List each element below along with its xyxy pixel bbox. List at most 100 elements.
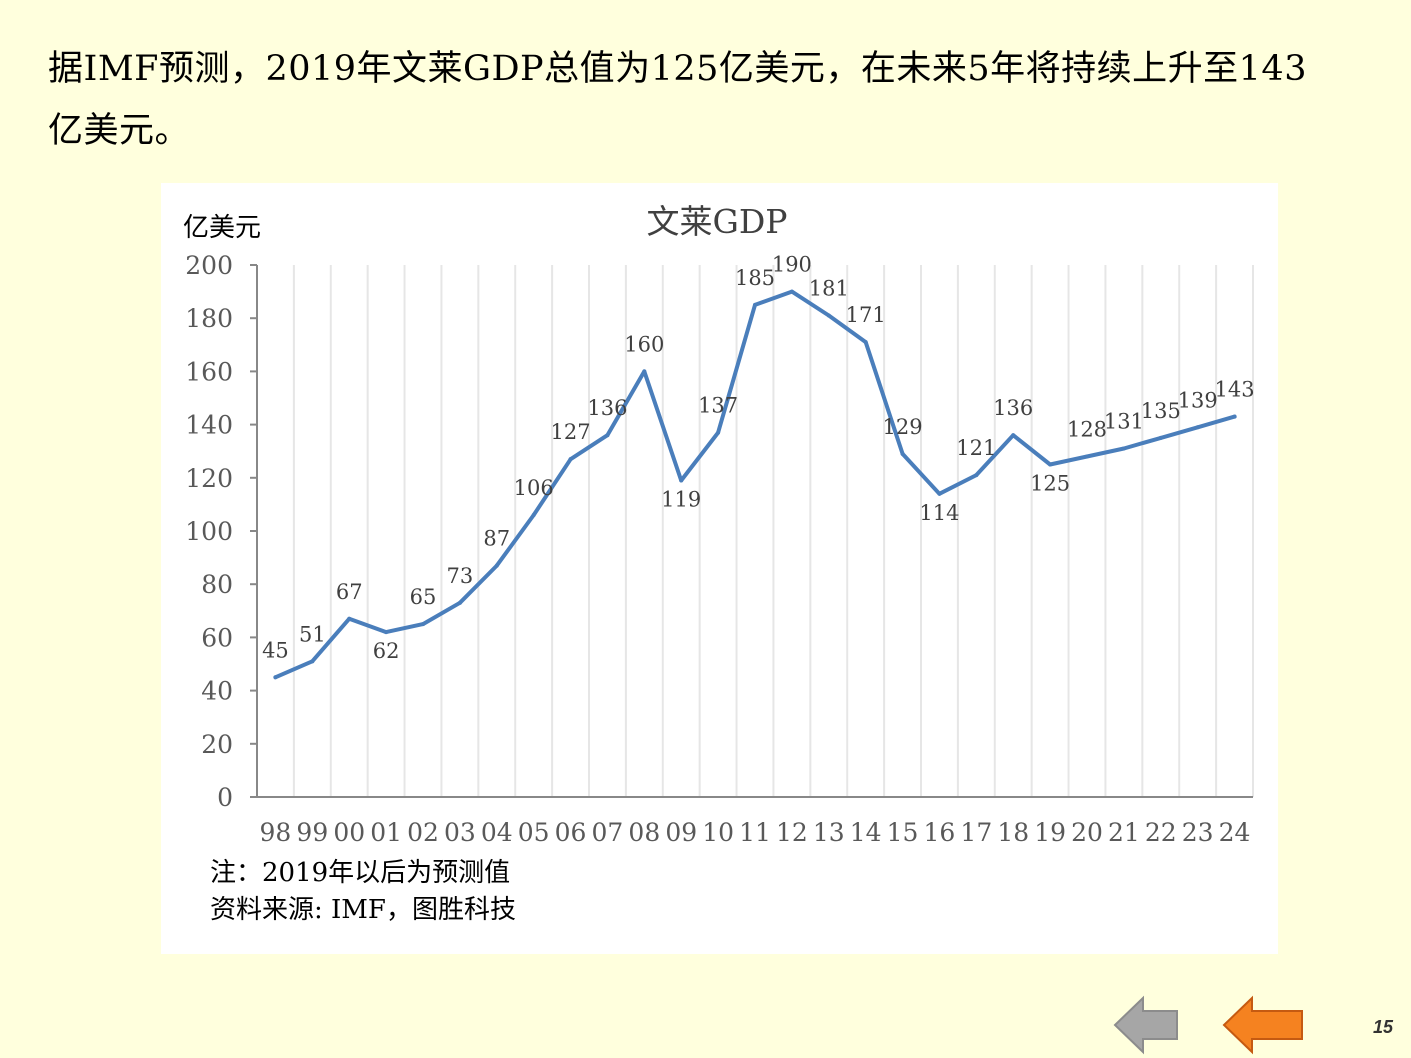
data-point (642, 369, 647, 374)
source-note: 资料来源: IMF，图胜科技 (210, 895, 516, 925)
x-tick-label: 19 (1034, 818, 1066, 847)
data-point (273, 675, 278, 680)
data-label: 190 (772, 253, 812, 277)
y-tick-label: 20 (201, 730, 233, 759)
data-label: 135 (1141, 399, 1181, 423)
data-label: 87 (483, 527, 510, 551)
data-point (753, 302, 757, 307)
x-tick-label: 22 (1145, 818, 1177, 847)
forecast-note: 注：2019年以后为预测值 (210, 858, 511, 888)
data-point (1195, 425, 1200, 430)
data-label: 125 (1030, 472, 1070, 496)
data-point (863, 340, 868, 345)
data-label: 106 (514, 476, 554, 500)
data-label: 119 (661, 487, 701, 511)
x-tick-label: 04 (481, 818, 513, 847)
data-label: 129 (883, 415, 923, 439)
data-label: 114 (919, 501, 959, 525)
data-point (679, 478, 684, 483)
x-tick-label: 07 (592, 818, 624, 847)
y-tick-label: 60 (201, 623, 233, 652)
data-point (974, 473, 979, 478)
data-point (347, 616, 352, 621)
x-tick-label: 00 (333, 818, 365, 847)
data-label: 45 (262, 638, 289, 662)
data-label: 127 (551, 420, 591, 444)
data-label: 185 (735, 266, 775, 290)
data-label: 160 (624, 332, 664, 356)
x-tick-label: 09 (665, 818, 697, 847)
data-point (568, 457, 573, 462)
x-tick-label: 08 (628, 818, 660, 847)
data-label: 65 (410, 585, 437, 609)
y-axis-unit-label: 亿美元 (183, 213, 261, 243)
y-tick-labels: 0 20 40 60 80 100 120 140 160 180 200 (185, 251, 257, 812)
data-point (826, 313, 831, 318)
data-label: 171 (846, 303, 886, 327)
data-point (494, 563, 499, 568)
x-tick-label: 06 (555, 818, 587, 847)
page-number: 15 (1372, 1017, 1393, 1037)
axes (256, 265, 1253, 798)
data-point (605, 433, 610, 438)
x-tick-label: 03 (444, 818, 476, 847)
data-label: 73 (447, 564, 474, 588)
data-point (384, 630, 389, 635)
data-point (531, 513, 536, 518)
data-point (789, 289, 794, 294)
data-point (1232, 414, 1237, 419)
notes: 注：2019年以后为预测值 资料来源: IMF，图胜科技 (210, 855, 516, 929)
data-label: 143 (1215, 378, 1255, 402)
next-arrow-icon[interactable] (1222, 995, 1306, 1055)
x-tick-label: 15 (887, 818, 919, 847)
data-point (1121, 446, 1126, 451)
y-tick-label: 200 (185, 251, 233, 280)
x-tick-label: 98 (260, 818, 292, 847)
x-tick-label: 17 (960, 818, 992, 847)
data-label: 136 (993, 396, 1033, 420)
data-point (310, 659, 315, 664)
y-tick-label: 140 (185, 411, 233, 440)
y-tick-label: 180 (185, 304, 233, 333)
data-label: 136 (587, 396, 627, 420)
x-tick-label: 16 (924, 818, 956, 847)
chart-card: 文莱GDP 亿美元 0 20 40 60 80 100 120 140 160 180 200 98… (161, 183, 1278, 954)
data-label: 62 (373, 639, 400, 663)
x-tick-label: 13 (813, 818, 845, 847)
data-point (1158, 435, 1163, 440)
x-tick-label: 21 (1108, 818, 1140, 847)
data-label: 137 (698, 394, 738, 418)
data-point (1048, 462, 1053, 467)
data-point (716, 430, 721, 435)
data-point (937, 491, 942, 496)
data-label: 131 (1104, 410, 1144, 434)
x-tick-label: 02 (407, 818, 439, 847)
chart-title: 文莱GDP (646, 202, 787, 241)
y-tick-label: 80 (201, 570, 233, 599)
x-tick-label: 05 (518, 818, 550, 847)
y-tick-label: 120 (185, 464, 233, 493)
x-tick-label: 24 (1219, 818, 1251, 847)
data-label: 51 (299, 622, 326, 646)
gridlines (256, 265, 1254, 797)
x-tick-label: 11 (739, 818, 771, 847)
data-label: 121 (956, 436, 996, 460)
prev-arrow-icon[interactable] (1113, 995, 1181, 1055)
x-tick-label: 12 (776, 818, 808, 847)
y-tick-label: 0 (217, 783, 233, 812)
y-tick-label: 100 (185, 517, 233, 546)
data-point (421, 622, 425, 627)
gdp-series-line (273, 289, 1237, 680)
data-label: 67 (336, 580, 363, 604)
data-label: 139 (1178, 388, 1218, 412)
x-tick-label: 14 (850, 818, 882, 847)
x-tick-label: 10 (702, 818, 734, 847)
data-point (1085, 454, 1089, 459)
data-point (457, 600, 462, 605)
x-tick-label: 18 (997, 818, 1029, 847)
x-tick-label: 23 (1182, 818, 1214, 847)
series-line-group (273, 289, 1237, 680)
data-label: 181 (809, 277, 849, 301)
y-tick-label: 160 (185, 357, 233, 386)
